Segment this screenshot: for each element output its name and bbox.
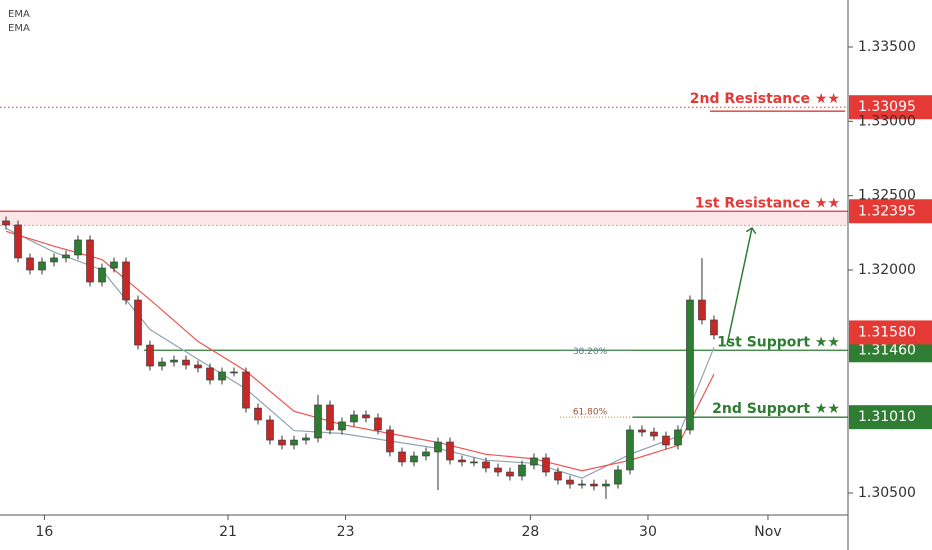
candle-body [686,299,694,431]
y-tick-label: 1.30500 [858,485,916,501]
candle-body [254,407,262,421]
labels-layer: 2nd Resistance ★★ 1.33095 1st Resistance ★… [573,91,932,430]
resistance-zone [0,211,848,226]
candle-body [38,261,46,271]
legend-entry: EMA [8,23,30,34]
candle-body [86,239,94,283]
candle-body [362,414,370,419]
candle-body [206,367,214,381]
candle-body [338,421,346,431]
fib-label: 61.80% [573,408,608,418]
candle-body [602,483,610,487]
candle-body [518,464,526,477]
candle-body [350,414,358,423]
price-box-label: 1.31010 [858,409,916,425]
candle-body [506,471,514,477]
candle-body [698,299,706,321]
x-tick-label: Nov [754,524,781,540]
candle-body [158,361,166,367]
candle-body [422,451,430,457]
candle-body [218,371,226,381]
price-box-label: 1.33095 [858,99,916,115]
candle-body [494,467,502,473]
candle-body [530,457,538,466]
price-box [849,199,932,224]
candle-body [434,441,442,453]
candle-body [410,455,418,463]
projection-arrow [726,228,752,346]
candles-layer [2,216,718,499]
candle-body [554,471,562,481]
candle-body [398,451,406,463]
x-tick-label: 23 [337,524,355,540]
price-box-label: 1.31460 [858,342,916,358]
candle-body [614,469,622,485]
candle-body [26,257,34,271]
candle-body [650,431,658,437]
level-name: 2nd Resistance ★★ [690,91,840,107]
x-tick-label: 21 [219,524,237,540]
candle-body [662,435,670,446]
candle-body [458,459,466,463]
candle-body [242,371,250,409]
last-price-label: 1.31580 [858,324,916,340]
last-price-box [849,320,932,345]
candle-body [134,299,142,346]
candle-body [578,483,586,486]
candle-body [302,437,310,441]
level-name: 2nd Support ★★ [712,401,840,417]
candle-body [590,483,598,487]
candle-body [374,417,382,431]
candle-body [182,359,190,366]
y-tick-label: 1.33000 [858,113,916,129]
y-tick-label: 1.33500 [858,39,916,55]
candle-body [470,461,478,464]
candle-body [14,224,22,259]
candle-body [278,439,286,446]
price-box [849,95,932,120]
candle-body [110,261,118,269]
y-tick-label: 1.32500 [858,188,916,204]
level-name: 1st Support ★★ [717,334,840,350]
candle-body [314,404,322,439]
level-name: 1st Resistance ★★ [695,195,840,211]
candle-body [230,371,238,374]
candle-body [674,429,682,446]
candle-body [50,257,58,263]
axis-layer: 1.33500 1.33000 1.32500 1.32000 1.30500 16 21 2… [35,39,915,540]
candle-body [482,461,490,469]
y-tick-label: 1.32000 [858,262,916,278]
candle-body [626,429,634,471]
candle-body [290,439,298,446]
candle-body [2,220,10,226]
candle-body [98,267,106,283]
x-tick-label: 28 [521,524,539,540]
price-box [849,405,932,430]
x-tick-label: 16 [35,524,53,540]
fib-label: 38.20% [573,347,608,357]
candle-body [146,344,154,367]
candle-body [710,319,718,336]
candle-body [542,457,550,473]
candle-body [122,261,130,301]
legend-entry: EMA [8,9,30,20]
candle-body [74,239,82,256]
candle-body [638,429,646,433]
candle-body [266,419,274,441]
candle-body [326,404,334,431]
price-box-label: 1.32395 [858,203,916,219]
candle-body [446,441,454,461]
levels-layer [0,106,848,418]
candle-body [62,254,70,259]
candle-body [566,479,574,485]
candle-body [386,429,394,453]
x-tick-label: 30 [639,524,657,540]
candle-body [170,359,178,363]
candle-body [194,364,202,369]
